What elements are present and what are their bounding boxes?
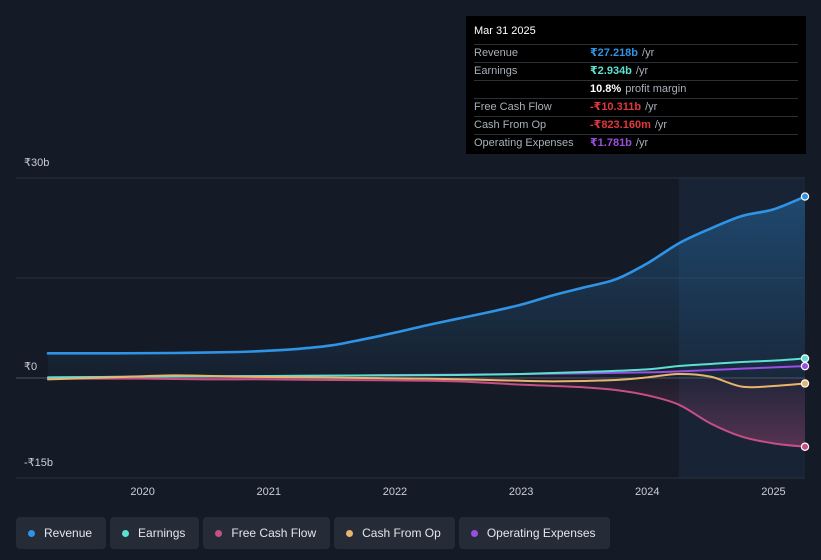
legend-dot-icon [122,529,130,537]
tooltip-label: Free Cash Flow [474,101,552,113]
free-cash-flow-area [48,378,805,447]
y-tick-label: ₹30b [24,157,49,169]
x-tick-label: 2021 [257,486,281,498]
tooltip-value: -₹823.160m [590,119,651,131]
legend-dot-icon [470,529,478,537]
legend-item-cash-from-op[interactable]: Cash From Op [334,517,455,549]
x-tick-label: 2024 [635,486,659,498]
tooltip-row: Cash From Op -₹823.160m/yr [474,117,798,135]
tooltip-value: -₹10.311b [590,101,642,113]
legend-dot-icon [346,529,354,537]
cash-from-op-line [47,372,806,389]
legend-label: Cash From Op [362,526,441,540]
legend-item-operating-expenses[interactable]: Operating Expenses [458,517,610,549]
legend: Revenue Earnings Free Cash Flow Cash From O… [16,517,610,549]
tooltip-label: Revenue [474,47,519,59]
y-tick-label: ₹0 [24,361,37,373]
x-tick-label: 2023 [509,486,533,498]
tooltip-value: ₹1.781b [590,137,632,149]
tooltip-row: Operating Expenses ₹1.781b/yr [474,135,798,152]
operating-expenses-end-point [800,361,810,371]
legend-label: Revenue [44,526,93,540]
legend-item-revenue[interactable]: Revenue [16,517,107,549]
free-cash-flow-end-point [800,442,810,451]
tooltip-row: 10.8% profit margin [474,81,798,99]
revenue-line [46,195,807,355]
legend-dot-icon [215,529,223,537]
legend-item-earnings[interactable]: Earnings [110,517,200,549]
tooltip-unit: /yr [654,119,668,131]
tooltip-value: 10.8% [590,83,622,95]
revenue-area [48,196,805,378]
cash-from-op-end-point [800,379,810,388]
tooltip-row: Earnings ₹2.934b/yr [474,63,798,81]
legend-dot-icon [28,529,35,537]
tooltip-unit: /yr [635,137,649,149]
legend-item-free-cash-flow[interactable]: Free Cash Flow [203,517,331,549]
tooltip-row: Free Cash Flow -₹10.311b/yr [474,99,798,117]
tooltip-label: Earnings [474,65,518,77]
tooltip-label: Operating Expenses [474,137,574,149]
x-tick-label: 2025 [761,486,785,498]
earnings-end-point [800,354,810,363]
x-tick-label: 2022 [383,486,407,498]
revenue-end-point [800,192,810,201]
tooltip-unit: /yr [635,65,649,77]
tooltip-value: ₹2.934b [590,65,632,77]
tooltip-unit: profit margin [625,83,687,95]
tooltip-panel: Mar 31 2025 Revenue ₹27.218b/yr Earnings ₹2… [466,16,806,154]
tooltip-unit: /yr [645,101,658,113]
legend-label: Free Cash Flow [231,526,317,540]
tooltip-row: Revenue ₹27.218b/yr [474,45,798,63]
tooltip-date: Mar 31 2025 [474,22,798,45]
x-tick-label: 2020 [130,486,154,498]
y-tick-label: -₹15b [24,457,53,469]
legend-label: Earnings [138,526,186,540]
tooltip-value: ₹27.218b [590,47,639,59]
tooltip-unit: /yr [642,47,655,59]
free-cash-flow-line [47,377,806,448]
tooltip-label [474,81,590,98]
tooltip-label: Cash From Op [474,119,547,131]
legend-label: Operating Expenses [486,526,596,540]
